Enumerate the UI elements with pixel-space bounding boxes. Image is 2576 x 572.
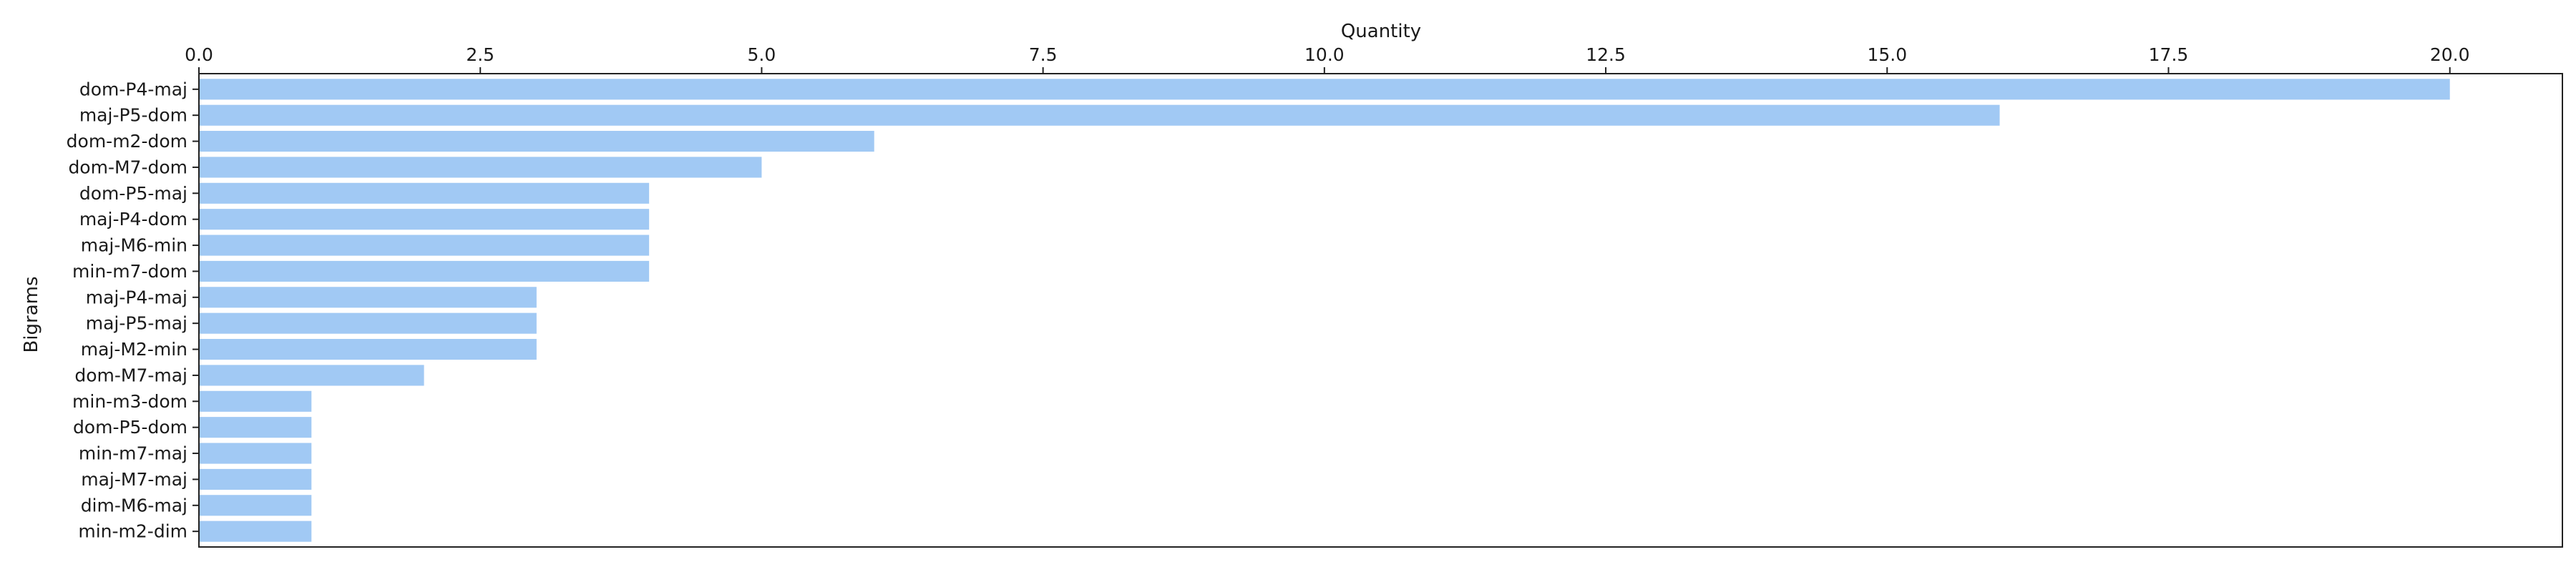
y-tick-label: dom-P5-dom <box>73 417 187 438</box>
y-tick-label: dom-P4-maj <box>79 79 187 99</box>
x-tick-label: 10.0 <box>1304 44 1345 65</box>
x-tick-label: 20.0 <box>2430 44 2470 65</box>
bar-maj-P5-maj <box>199 312 537 334</box>
y-tick-label: maj-M2-min <box>81 339 187 360</box>
y-tick-label: maj-P4-maj <box>86 287 187 307</box>
y-tick-label: maj-P5-maj <box>86 313 187 334</box>
bar-min-m7-maj <box>199 443 312 464</box>
y-tick-label: dom-m2-dom <box>67 131 187 152</box>
bar-maj-P5-dom <box>199 104 2000 126</box>
bar-maj-M6-min <box>199 235 650 256</box>
x-ticks-group: 0.0 2.5 5.0 7.5 10.0 12.5 15.0 17.5 20.0 <box>185 44 2470 74</box>
bar-min-m7-dom <box>199 260 650 282</box>
bar-maj-M7-maj <box>199 468 312 490</box>
bar-dom-M7-dom <box>199 157 762 178</box>
y-tick-label: dom-M7-dom <box>68 157 187 177</box>
y-tick-label: maj-P4-dom <box>79 209 187 230</box>
y-tick-label: min-m3-dom <box>72 391 187 412</box>
bar-dom-M7-maj <box>199 365 424 386</box>
bar-min-m2-dim <box>199 521 312 542</box>
bar-maj-P4-dom <box>199 209 650 230</box>
y-axis-title: Bigrams <box>21 276 42 352</box>
x-tick-label: 15.0 <box>1867 44 1907 65</box>
bar-dom-P5-maj <box>199 182 650 204</box>
bars-group <box>199 79 2450 542</box>
bar-dom-P4-maj <box>199 79 2450 100</box>
bar-dom-P5-dom <box>199 417 312 438</box>
x-tick-label: 17.5 <box>2149 44 2189 65</box>
x-tick-label: 0.0 <box>185 44 213 65</box>
x-tick-label: 7.5 <box>1029 44 1058 65</box>
y-tick-label: maj-M7-maj <box>81 469 187 490</box>
bar-dim-M6-maj <box>199 495 312 516</box>
bar-maj-P4-maj <box>199 287 537 308</box>
y-tick-label: min-m7-maj <box>79 443 187 464</box>
y-tick-label: dom-M7-maj <box>74 365 187 385</box>
y-tick-label: maj-P5-dom <box>79 105 187 126</box>
y-tick-label: min-m7-dom <box>72 261 187 282</box>
y-tick-label: maj-M6-min <box>81 235 187 256</box>
bar-maj-M2-min <box>199 339 537 360</box>
bar-dom-m2-dom <box>199 131 874 152</box>
y-tick-label: dom-P5-maj <box>79 183 187 204</box>
x-tick-label: 2.5 <box>466 44 494 65</box>
y-tick-label: dim-M6-maj <box>81 495 187 516</box>
x-tick-label: 5.0 <box>748 44 776 65</box>
plot-frame <box>198 73 2563 548</box>
x-axis-title: Quantity <box>1341 21 1421 42</box>
y-ticks-group: dom-P4-maj maj-P5-dom dom-m2-dom dom-M7-dom… <box>67 79 199 542</box>
x-tick-label: 12.5 <box>1586 44 1626 65</box>
y-tick-label: min-m2-dim <box>78 521 187 542</box>
bar-min-m3-dom <box>199 390 312 412</box>
